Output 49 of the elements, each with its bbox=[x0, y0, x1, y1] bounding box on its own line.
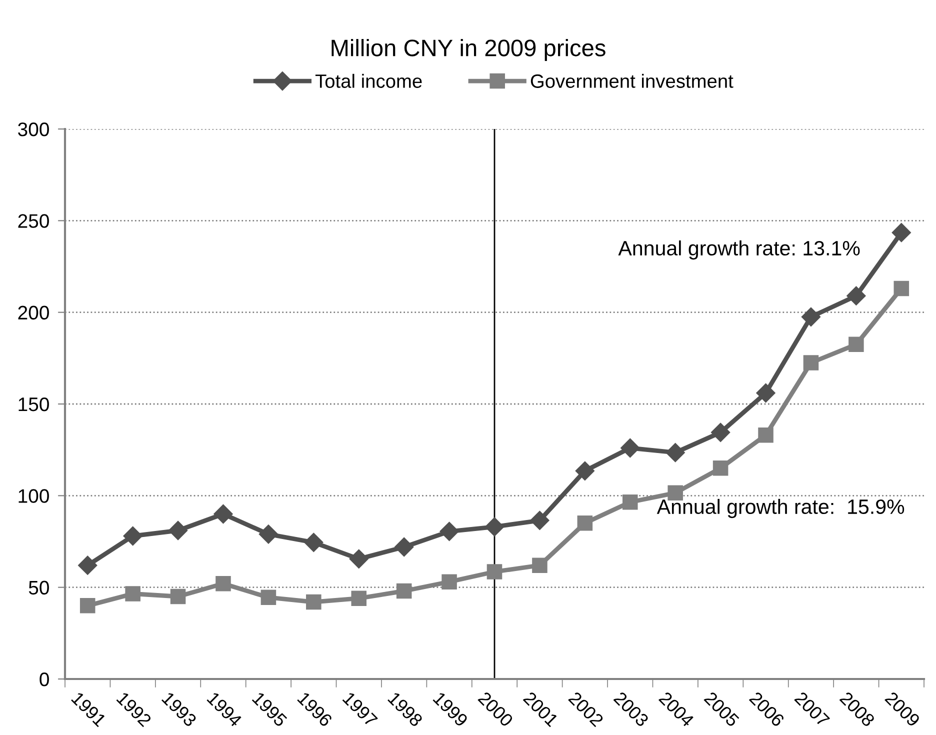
point bbox=[351, 590, 367, 606]
point bbox=[123, 526, 142, 546]
point bbox=[258, 524, 278, 544]
point bbox=[846, 286, 866, 306]
point bbox=[801, 307, 821, 326]
point bbox=[575, 461, 594, 480]
point bbox=[622, 494, 638, 510]
chart-title: Million CNY in 2009 prices bbox=[332, 38, 606, 62]
point bbox=[758, 428, 774, 443]
point bbox=[349, 549, 368, 568]
point bbox=[78, 556, 98, 575]
annotation: Annual growth rate: 13.1% bbox=[618, 240, 860, 260]
point bbox=[894, 280, 910, 296]
y-tick-label: 0 bbox=[40, 672, 49, 686]
point bbox=[214, 504, 233, 524]
point bbox=[442, 574, 457, 590]
point bbox=[892, 223, 911, 242]
point bbox=[711, 422, 730, 442]
y-tick-label: 100 bbox=[18, 489, 49, 503]
point bbox=[532, 558, 548, 573]
point bbox=[260, 590, 276, 606]
point bbox=[486, 564, 502, 580]
point bbox=[170, 588, 186, 604]
point bbox=[848, 336, 864, 352]
point bbox=[216, 576, 231, 592]
point bbox=[620, 438, 640, 458]
point bbox=[577, 516, 593, 531]
point bbox=[803, 355, 819, 370]
y-tick-label: 200 bbox=[18, 306, 49, 320]
point bbox=[304, 532, 324, 552]
point bbox=[168, 520, 188, 540]
point bbox=[756, 383, 776, 403]
annotation: Annual growth rate: 15.9% bbox=[656, 498, 904, 518]
point bbox=[440, 522, 459, 541]
point bbox=[306, 594, 322, 610]
y-tick-label: 150 bbox=[18, 397, 49, 412]
legend-label: Total income bbox=[315, 74, 422, 88]
legend-label: Government investment bbox=[530, 74, 734, 88]
point bbox=[712, 460, 728, 476]
point bbox=[125, 586, 140, 602]
point bbox=[530, 510, 550, 530]
y-tick-label: 300 bbox=[18, 122, 49, 136]
point bbox=[394, 537, 414, 557]
y-tick-label: 50 bbox=[28, 580, 49, 595]
point bbox=[666, 443, 685, 462]
point bbox=[396, 583, 412, 599]
point bbox=[484, 517, 504, 536]
point bbox=[80, 598, 96, 614]
y-tick-label: 250 bbox=[18, 214, 49, 228]
